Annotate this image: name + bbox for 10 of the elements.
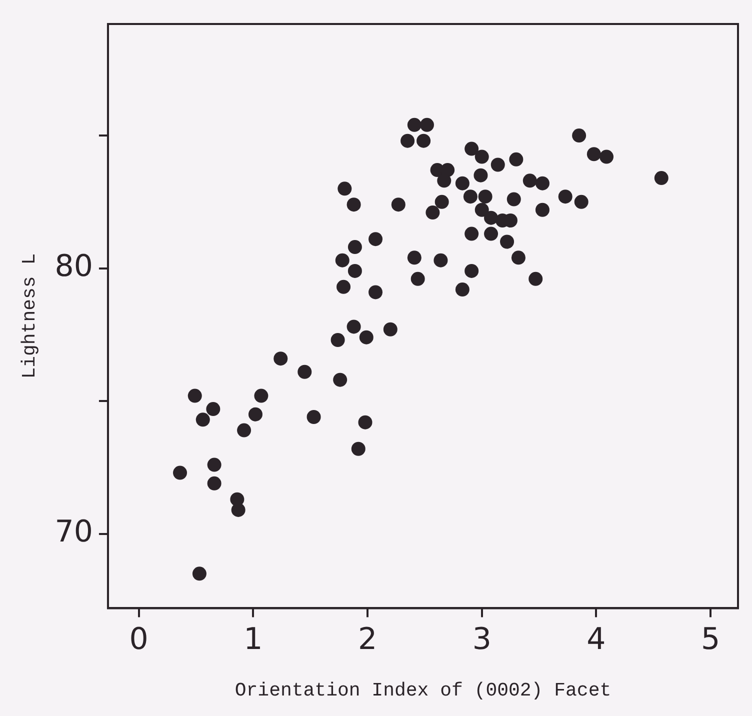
- x-tick-label: 2: [358, 622, 378, 657]
- x-tick-label: 4: [586, 622, 606, 657]
- y-tick-label: 70: [54, 514, 93, 550]
- x-axis-title: Orientation Index of (0002) Facet: [234, 680, 612, 702]
- x-tick-label: 3: [472, 622, 492, 657]
- y-tick-label: 80: [54, 249, 93, 284]
- y-axis-title: Lightness L: [18, 253, 40, 379]
- x-tick-label: 1: [244, 622, 263, 657]
- x-tick-label: 0: [129, 622, 148, 657]
- x-tick-label: 5: [701, 622, 720, 657]
